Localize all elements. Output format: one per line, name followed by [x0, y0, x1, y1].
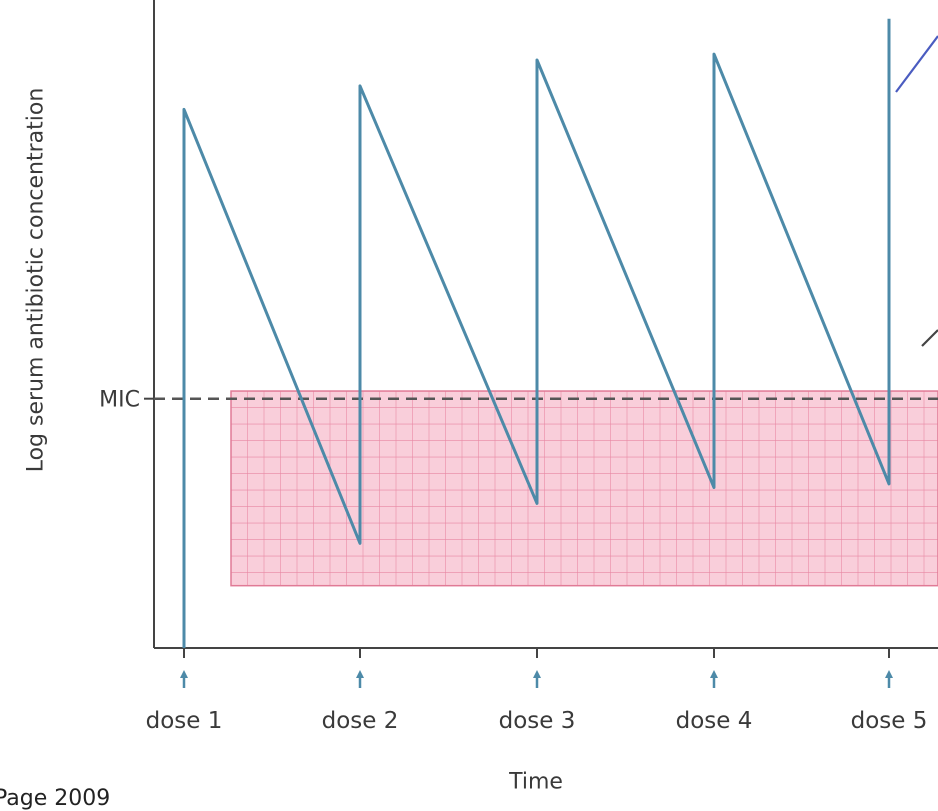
annotations: [895, 35, 938, 347]
mic-label: MIC: [99, 388, 140, 413]
series-layer: [182, 18, 891, 648]
x-axis-label: Time: [509, 769, 563, 795]
shaded-region-border: [230, 390, 938, 587]
dose-arrow-head: [885, 670, 893, 678]
dose-arrow-head: [180, 670, 188, 678]
shaded-region: [230, 390, 938, 587]
x-tick-label: dose 5: [851, 708, 928, 734]
x-tick-label: dose 3: [499, 708, 576, 734]
dose-arrow-head: [533, 670, 541, 678]
x-tick-label: dose 2: [322, 708, 399, 734]
x-tick-label: dose 4: [676, 708, 753, 734]
dose-arrow-head: [356, 670, 364, 678]
concentration-series-line: [182, 18, 891, 648]
x-ticks: dose 1 dose 2 dose 3 dose 4 dose 5: [146, 648, 928, 734]
mic-reference-line: MIC: [99, 388, 938, 413]
footer-text: Page 2009: [0, 786, 111, 811]
y-axis-label: Log serum antibiotic concentration: [23, 87, 49, 473]
shaded-region-fill: [231, 391, 938, 586]
callout-line-blue: [895, 35, 938, 93]
callout-line-dark: [921, 329, 938, 347]
x-tick-label: dose 1: [146, 708, 223, 734]
axes: [153, 0, 938, 649]
dose-arrow-head: [710, 670, 718, 678]
